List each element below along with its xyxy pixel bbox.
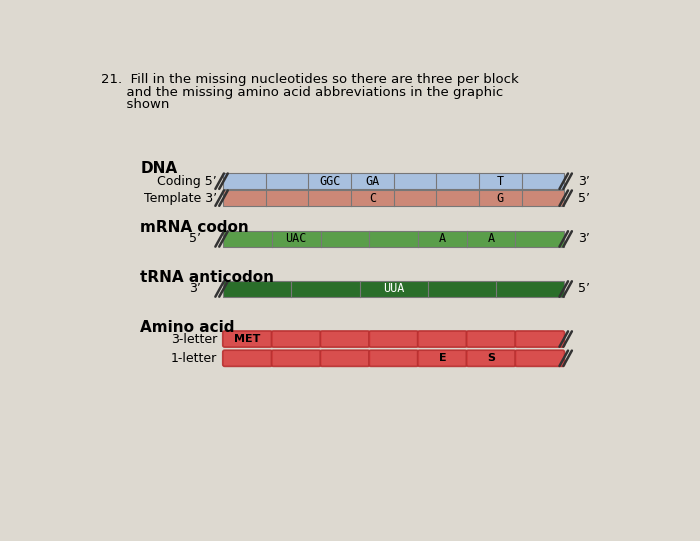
Text: GA: GA: [365, 175, 379, 188]
Text: A: A: [439, 233, 446, 246]
FancyBboxPatch shape: [418, 350, 467, 366]
Text: UUA: UUA: [383, 282, 405, 295]
Text: 3’: 3’: [578, 175, 590, 188]
Text: 21.  Fill in the missing nucleotides so there are three per block: 21. Fill in the missing nucleotides so t…: [102, 74, 519, 87]
FancyBboxPatch shape: [466, 350, 516, 366]
FancyBboxPatch shape: [418, 331, 467, 347]
Text: and the missing amino acid abbreviations in the graphic: and the missing amino acid abbreviations…: [102, 85, 504, 98]
FancyBboxPatch shape: [320, 350, 370, 366]
Text: S: S: [487, 353, 495, 364]
Text: mRNA codon: mRNA codon: [140, 220, 249, 235]
FancyBboxPatch shape: [223, 331, 272, 347]
Text: G: G: [496, 192, 504, 204]
Text: Template 3’: Template 3’: [144, 192, 217, 204]
Text: DNA: DNA: [140, 161, 177, 176]
Text: Amino acid: Amino acid: [140, 320, 234, 335]
Text: UAC: UAC: [286, 233, 307, 246]
FancyBboxPatch shape: [272, 331, 321, 347]
Text: T: T: [496, 175, 504, 188]
Bar: [223, 174, 564, 189]
Bar: [223, 231, 564, 247]
Text: tRNA anticodon: tRNA anticodon: [140, 270, 274, 285]
Text: 5’: 5’: [578, 192, 590, 204]
FancyBboxPatch shape: [369, 331, 419, 347]
Bar: [223, 281, 564, 296]
Text: GGC: GGC: [319, 175, 340, 188]
Text: 3-letter: 3-letter: [171, 333, 217, 346]
Text: 3’: 3’: [578, 233, 590, 246]
FancyBboxPatch shape: [515, 350, 564, 366]
Text: 5’: 5’: [190, 233, 202, 246]
FancyBboxPatch shape: [466, 331, 516, 347]
Text: 5’: 5’: [578, 282, 590, 295]
Text: MET: MET: [234, 334, 260, 344]
Text: 1-letter: 1-letter: [171, 352, 217, 365]
FancyBboxPatch shape: [320, 331, 370, 347]
Text: E: E: [438, 353, 446, 364]
Text: Coding 5’: Coding 5’: [158, 175, 217, 188]
FancyBboxPatch shape: [272, 350, 321, 366]
FancyBboxPatch shape: [223, 350, 272, 366]
FancyBboxPatch shape: [515, 331, 564, 347]
Text: C: C: [369, 192, 376, 204]
Text: shown: shown: [102, 98, 170, 111]
Bar: [223, 190, 564, 206]
Text: A: A: [487, 233, 495, 246]
FancyBboxPatch shape: [369, 350, 419, 366]
Text: 3’: 3’: [190, 282, 202, 295]
